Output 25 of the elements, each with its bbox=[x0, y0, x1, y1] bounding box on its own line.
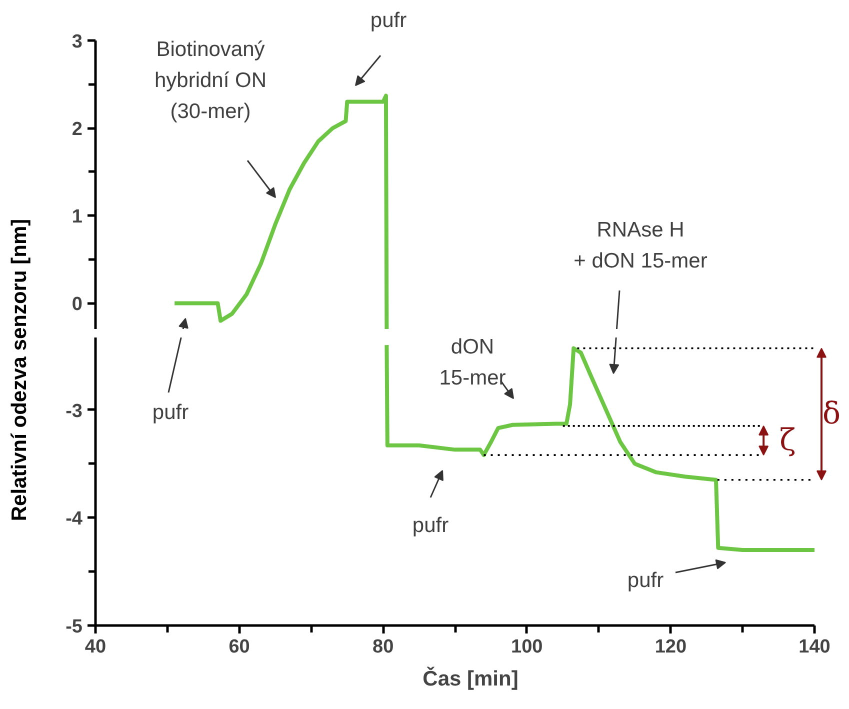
y-axis-title: Relativní odezva senzoru [nm] bbox=[7, 218, 32, 522]
annotation: RNAse H + dON 15-mer bbox=[574, 218, 708, 273]
annotation: ζ bbox=[779, 423, 796, 458]
annotation: pufr bbox=[152, 401, 189, 424]
line-series bbox=[172, 94, 389, 329]
y-tick-label: 1 bbox=[72, 206, 83, 228]
y-tick-label: -5 bbox=[66, 616, 83, 638]
x-tick-label: 140 bbox=[798, 636, 830, 658]
annotation: pufr bbox=[627, 569, 664, 592]
text: pufr bbox=[370, 9, 407, 32]
x-axis-title: Čas [min] bbox=[422, 666, 518, 690]
x-tick-label: 80 bbox=[372, 636, 394, 658]
y-tick-label: 2 bbox=[72, 119, 83, 140]
annotation: dON 15-mer bbox=[439, 335, 506, 390]
x-tick-label: 40 bbox=[84, 636, 106, 658]
y-tick-label: 3 bbox=[72, 32, 83, 52]
y-tick-label: -3 bbox=[66, 400, 83, 422]
annotation: pufr bbox=[412, 514, 449, 537]
x-tick-label: 100 bbox=[511, 636, 543, 658]
text: δ bbox=[822, 396, 841, 432]
y-tick-label: -4 bbox=[66, 508, 83, 530]
annotation: Biotinovaný hybridní ON (30-mer) bbox=[154, 38, 267, 124]
x-tick-label: 120 bbox=[654, 636, 687, 658]
y-tick-label: 0 bbox=[72, 294, 83, 316]
x-tick-label: 60 bbox=[228, 636, 250, 658]
